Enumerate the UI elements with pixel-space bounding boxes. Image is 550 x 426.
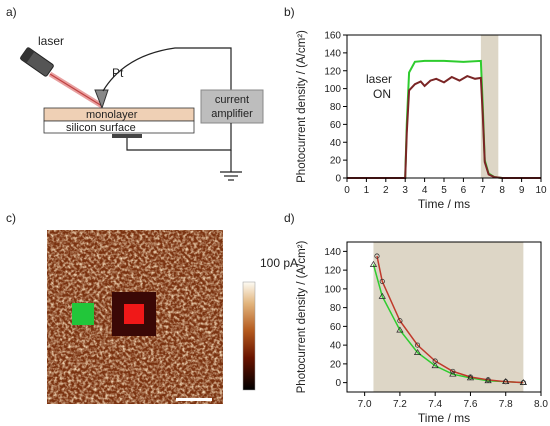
y-tick-label: 160 bbox=[324, 31, 341, 42]
colorbar-label: 100 pA bbox=[260, 256, 298, 270]
panel-c-label: c) bbox=[6, 211, 16, 225]
y-tick-label: 0 bbox=[335, 174, 341, 185]
data-point-circle bbox=[485, 377, 491, 383]
data-point-circle bbox=[379, 278, 385, 284]
x-tick-label: 3 bbox=[402, 185, 408, 196]
pt-tip bbox=[94, 89, 109, 110]
y-tick-label: 80 bbox=[330, 102, 342, 113]
y-tick-label: 60 bbox=[330, 322, 342, 333]
y-tick-label: 140 bbox=[324, 247, 341, 258]
laser-device bbox=[19, 47, 54, 77]
data-point-circle bbox=[397, 318, 403, 324]
afm-image: 100 pA bbox=[47, 230, 298, 404]
data-point-triangle bbox=[413, 348, 422, 355]
y-tick-label: 20 bbox=[330, 156, 342, 167]
data-point-triangle bbox=[378, 292, 386, 299]
chart-d: 7.0 7.2 7.4 7.6 7.8 8.0 0 20 40 60 80 100 120 140 Time… bbox=[296, 240, 548, 425]
y-tick-label: 40 bbox=[330, 341, 342, 352]
y-tick-label: 60 bbox=[330, 120, 342, 131]
x-tick-label: 10 bbox=[535, 185, 547, 196]
plot-frame bbox=[346, 34, 542, 179]
amplifier-label-line1: current bbox=[215, 94, 249, 106]
red-marker bbox=[124, 304, 144, 324]
data-point-triangle bbox=[466, 374, 475, 381]
laser-on-annotation-line1: laser bbox=[366, 72, 392, 86]
ground-symbol bbox=[220, 171, 242, 181]
bottom-wire bbox=[126, 123, 232, 151]
amplifier-label-line2: amplifier bbox=[211, 108, 253, 120]
x-tick-label: 5 bbox=[441, 185, 447, 196]
laser-beam-core bbox=[49, 73, 103, 107]
y-tick-label: 140 bbox=[324, 48, 341, 59]
plot-frame bbox=[346, 241, 542, 393]
x-tick-label: 2 bbox=[383, 185, 389, 196]
y-tick-label: 100 bbox=[324, 84, 341, 95]
x-tick-label: 7.4 bbox=[428, 399, 442, 410]
data-point-triangle bbox=[431, 362, 439, 369]
silicon-label: silicon surface bbox=[66, 122, 136, 134]
x-tick-label: 4 bbox=[422, 185, 428, 196]
y-tick-label: 80 bbox=[330, 303, 342, 314]
panel-d-label: d) bbox=[284, 211, 295, 225]
data-point-circle bbox=[467, 374, 474, 380]
x-tick-label: 0 bbox=[344, 185, 350, 196]
data-point-triangle bbox=[396, 326, 404, 333]
colorbar bbox=[242, 281, 256, 391]
series-line-red bbox=[376, 255, 524, 384]
x-tick-label: 7.6 bbox=[464, 399, 478, 410]
y-tick-label: 20 bbox=[330, 359, 342, 370]
x-tick-label: 8.0 bbox=[534, 399, 548, 410]
laser-label: laser bbox=[38, 34, 64, 48]
back-contact bbox=[112, 134, 142, 138]
series-line-red bbox=[347, 75, 541, 179]
data-point-circle bbox=[374, 253, 380, 259]
y-axis-label: Photocurrent density / (A/cm²) bbox=[296, 240, 308, 393]
panel-b-label: b) bbox=[284, 5, 295, 19]
panel-a-label: a) bbox=[6, 5, 17, 19]
current-amplifier-box bbox=[200, 89, 264, 124]
green-marker bbox=[72, 303, 94, 325]
y-tick-label: 120 bbox=[324, 66, 341, 77]
y-tick-label: 40 bbox=[330, 138, 342, 149]
x-tick-label: 7.2 bbox=[393, 399, 407, 410]
data-point-circle bbox=[503, 379, 509, 385]
data-point-circle bbox=[432, 358, 438, 364]
y-tick-label: 0 bbox=[335, 378, 341, 389]
x-axis-label: Time / ms bbox=[418, 197, 470, 211]
data-point-triangle bbox=[449, 370, 457, 377]
data-point-triangle bbox=[484, 377, 492, 384]
y-tick-label: 100 bbox=[324, 284, 341, 295]
x-tick-label: 7 bbox=[480, 185, 486, 196]
y-tick-label: 120 bbox=[324, 266, 341, 277]
x-tick-label: 6 bbox=[461, 185, 467, 196]
x-tick-label: 9 bbox=[519, 185, 525, 196]
monolayer-label: monolayer bbox=[86, 109, 138, 121]
x-axis-label: Time / ms bbox=[418, 411, 470, 425]
shaded-region bbox=[480, 35, 499, 178]
tip-wire bbox=[102, 47, 232, 92]
data-point-circle bbox=[450, 368, 456, 374]
data-point-circle bbox=[414, 342, 421, 348]
y-axis-label: Photocurrent density / (A/cm²) bbox=[296, 30, 308, 183]
laser-on-annotation-line2: ON bbox=[373, 87, 391, 101]
x-tick-label: 7.0 bbox=[358, 399, 372, 410]
x-tick-label: 7.8 bbox=[499, 399, 513, 410]
x-tick-label: 8 bbox=[499, 185, 505, 196]
schematic-diagram: laser Pt monolayer silicon surface curre… bbox=[19, 34, 264, 181]
data-point-circle bbox=[520, 380, 526, 386]
x-tick-label: 1 bbox=[364, 185, 370, 196]
data-point-triangle bbox=[369, 260, 378, 267]
scale-bar bbox=[176, 398, 212, 401]
silicon-layer bbox=[43, 120, 195, 134]
